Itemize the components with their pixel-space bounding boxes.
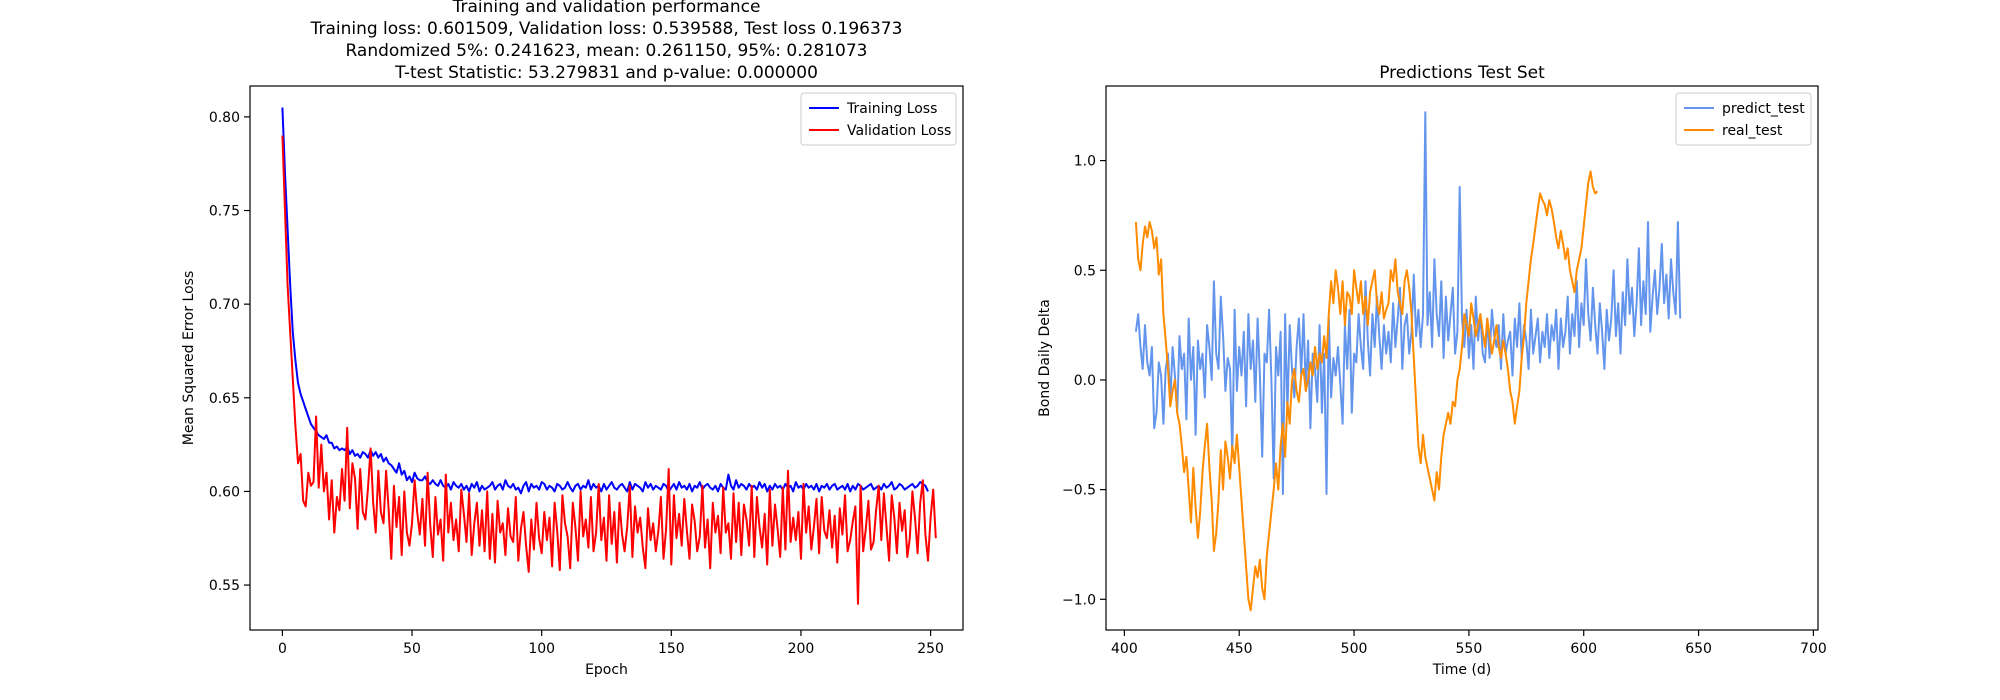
right-y-tick-label: −1.0: [1062, 592, 1096, 608]
left-y-tick-label: 0.75: [209, 204, 240, 220]
right-x-tick-label: 450: [1226, 641, 1253, 657]
left-x-tick-label: 250: [917, 641, 944, 657]
left-x-axis-label: Epoch: [585, 662, 628, 678]
predictions-test-chart: Predictions Test Set 400 450 500 550 600 650 70…: [1037, 63, 1827, 678]
left-title-line: Training loss: 0.601509, Validation loss…: [310, 19, 903, 39]
left-x-tick-label: 200: [788, 641, 815, 657]
right-axes-frame: [1105, 85, 1819, 631]
right-legend: predict_test real_test: [1675, 92, 1812, 146]
right-legend-label: predict_test: [1722, 101, 1805, 117]
right-x-tick-label: 550: [1456, 641, 1483, 657]
right-x-axis-label: Time (d): [1432, 662, 1492, 678]
right-x-tick-label: 600: [1570, 641, 1597, 657]
right-legend-box: [1675, 92, 1812, 146]
left-title-line: Training and validation performance: [452, 0, 761, 17]
right-y-tick-label: 0.5: [1074, 263, 1096, 279]
left-title-line: Randomized 5%: 0.241623, mean: 0.261150,…: [345, 41, 867, 61]
left-legend-box: [800, 92, 957, 146]
left-x-tick-label: 0: [278, 641, 287, 657]
left-y-tick-label: 0.65: [209, 391, 240, 407]
left-legend: Training Loss Validation Loss: [800, 92, 957, 146]
right-y-tick-label: −0.5: [1062, 483, 1096, 499]
right-y-axis-label: Bond Daily Delta: [1037, 299, 1053, 417]
left-y-tick-label: 0.80: [209, 110, 240, 126]
left-validation-loss-line: [281, 135, 937, 605]
left-y-axis-label: Mean Squared Error Loss: [181, 271, 197, 446]
left-y-tick-label: 0.55: [209, 578, 240, 594]
left-title-line: T-test Statistic: 53.279831 and p-value:…: [394, 63, 818, 83]
right-series-group: [1134, 111, 1682, 612]
right-legend-label: real_test: [1722, 123, 1783, 139]
training-validation-chart: Training and validation performance Train…: [181, 0, 964, 678]
left-y-tick-label: 0.70: [209, 297, 240, 313]
right-real-test-line: [1134, 170, 1599, 612]
right-predict-test-line: [1134, 111, 1682, 495]
left-axes-frame: [249, 85, 964, 631]
right-x-tick-label: 500: [1341, 641, 1368, 657]
left-x-tick-label: 150: [658, 641, 685, 657]
right-y-tick-label: 0.0: [1074, 373, 1096, 389]
right-x-tick-label: 700: [1800, 641, 1827, 657]
left-legend-label: Validation Loss: [847, 123, 951, 139]
right-x-tick-label: 400: [1111, 641, 1138, 657]
left-x-tick-label: 50: [403, 641, 421, 657]
left-training-loss-line: [281, 107, 929, 495]
right-y-tick-label: 1.0: [1074, 154, 1096, 170]
left-legend-label: Training Loss: [846, 101, 937, 117]
right-title-line: Predictions Test Set: [1379, 63, 1545, 83]
left-series-group: [281, 107, 937, 605]
left-x-tick-label: 100: [528, 641, 555, 657]
right-x-tick-label: 650: [1685, 641, 1712, 657]
left-y-tick-label: 0.60: [209, 484, 240, 500]
